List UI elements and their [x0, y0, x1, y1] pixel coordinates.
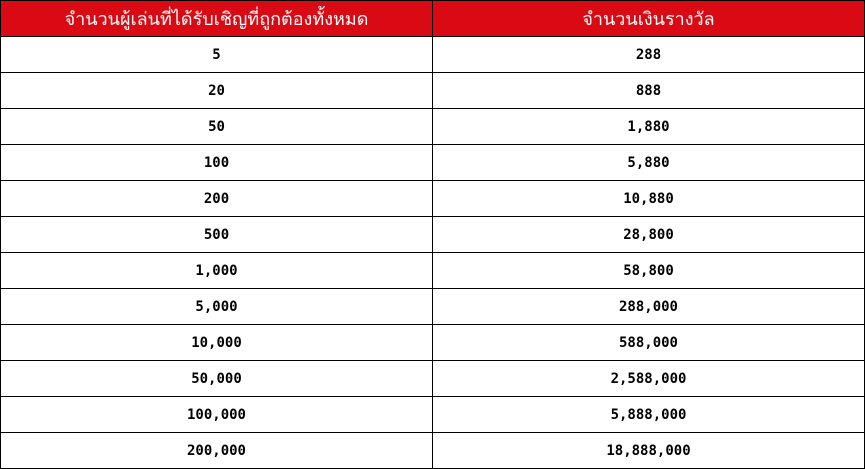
invited-players-cell: 1,000 [0, 252, 433, 289]
table-row: 1,000 58,800 [0, 252, 865, 289]
reward-amount-cell: 288,000 [432, 288, 865, 325]
header-reward-amount: จำนวนเงินรางวัล [432, 0, 865, 37]
table-row: 5,000 288,000 [0, 288, 865, 325]
table-row: 20 888 [0, 72, 865, 109]
table-header-row: จำนวนผู้เล่นที่ได้รับเชิญที่ถูกต้องทั้งห… [0, 0, 865, 37]
invited-players-cell: 200,000 [0, 432, 433, 469]
invited-players-cell: 100,000 [0, 396, 433, 433]
invited-players-cell: 500 [0, 216, 433, 253]
table-row: 200 10,880 [0, 180, 865, 217]
invited-players-cell: 100 [0, 144, 433, 181]
invited-players-cell: 10,000 [0, 324, 433, 361]
reward-amount-cell: 58,800 [432, 252, 865, 289]
table-row: 100 5,880 [0, 144, 865, 181]
invited-players-cell: 5 [0, 36, 433, 73]
reward-amount-cell: 10,880 [432, 180, 865, 217]
reward-amount-cell: 1,880 [432, 108, 865, 145]
table-row: 5 288 [0, 36, 865, 73]
reward-amount-cell: 888 [432, 72, 865, 109]
reward-amount-cell: 288 [432, 36, 865, 73]
invited-players-cell: 50,000 [0, 360, 433, 397]
table-row: 200,000 18,888,000 [0, 432, 865, 469]
table-row: 100,000 5,888,000 [0, 396, 865, 433]
reward-amount-cell: 5,888,000 [432, 396, 865, 433]
header-invited-players: จำนวนผู้เล่นที่ได้รับเชิญที่ถูกต้องทั้งห… [0, 0, 433, 37]
reward-amount-cell: 2,588,000 [432, 360, 865, 397]
reward-amount-cell: 28,800 [432, 216, 865, 253]
invited-players-cell: 5,000 [0, 288, 433, 325]
table-row: 500 28,800 [0, 216, 865, 253]
table-row: 50,000 2,588,000 [0, 360, 865, 397]
reward-amount-cell: 18,888,000 [432, 432, 865, 469]
table-row: 50 1,880 [0, 108, 865, 145]
reward-amount-cell: 5,880 [432, 144, 865, 181]
table-row: 10,000 588,000 [0, 324, 865, 361]
invited-players-cell: 200 [0, 180, 433, 217]
invited-players-cell: 50 [0, 108, 433, 145]
invited-players-cell: 20 [0, 72, 433, 109]
reward-amount-cell: 588,000 [432, 324, 865, 361]
